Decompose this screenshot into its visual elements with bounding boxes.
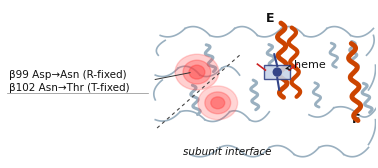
- Text: F: F: [352, 113, 361, 126]
- Ellipse shape: [189, 65, 205, 79]
- Ellipse shape: [205, 92, 231, 114]
- Ellipse shape: [183, 60, 211, 84]
- Text: subunit interface: subunit interface: [183, 147, 272, 157]
- Ellipse shape: [211, 97, 225, 109]
- Circle shape: [273, 68, 281, 76]
- Ellipse shape: [198, 86, 238, 120]
- Text: β99 Asp→Asn (R-fixed): β99 Asp→Asn (R-fixed): [9, 70, 127, 80]
- Text: heme: heme: [286, 60, 326, 70]
- Text: β102 Asn→Thr (T-fixed): β102 Asn→Thr (T-fixed): [9, 83, 130, 93]
- FancyBboxPatch shape: [264, 65, 290, 79]
- Ellipse shape: [175, 54, 219, 90]
- Text: E: E: [266, 12, 274, 25]
